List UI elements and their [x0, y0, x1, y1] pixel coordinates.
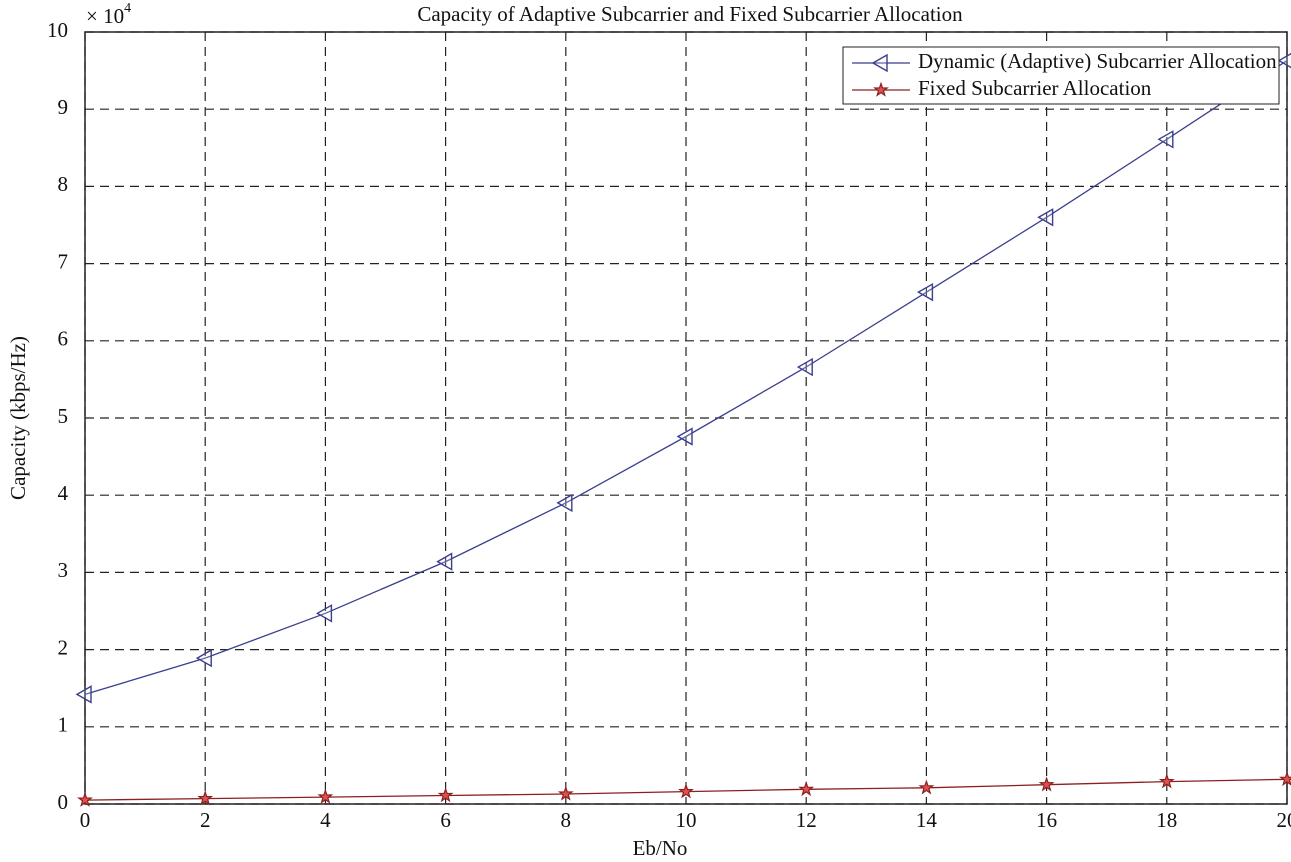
legend-label: Dynamic (Adaptive) Subcarrier Allocation	[918, 49, 1277, 73]
marker	[437, 787, 454, 803]
y-tick-label: 2	[58, 635, 69, 659]
y-scale-base: × 10	[86, 4, 124, 28]
marker	[1158, 773, 1175, 789]
y-tick-label: 5	[58, 404, 69, 428]
marker	[871, 53, 888, 73]
plot-frame	[84, 31, 1288, 805]
marker	[916, 282, 934, 302]
y-tick-label: 6	[58, 327, 69, 351]
series-line	[84, 60, 1288, 696]
x-axis-label: Eb/No	[633, 836, 688, 860]
marker	[798, 780, 815, 797]
y-axis-label: Capacity (kbps/Hz)	[6, 336, 30, 500]
y-tick-label: 10	[47, 18, 68, 42]
marker	[918, 779, 935, 795]
grid	[84, 31, 1288, 805]
marker	[1038, 776, 1055, 792]
x-tick-label: 8	[561, 808, 572, 832]
marker	[77, 791, 93, 807]
y-tick-label: 9	[58, 95, 69, 119]
y-scale-label: × 104	[86, 1, 131, 28]
x-tick-label: 16	[1036, 808, 1057, 832]
marker	[676, 427, 693, 446]
plot-area	[75, 52, 1291, 807]
chart-title: Capacity of Adaptive Subcarrier and Fixe…	[417, 2, 963, 26]
legend-label: Fixed Subcarrier Allocation	[918, 76, 1152, 100]
marker	[1037, 208, 1054, 227]
y-tick-label: 3	[58, 558, 69, 582]
y-tick-label: 1	[58, 713, 69, 737]
marker	[557, 785, 574, 801]
x-tick-label: 2	[200, 808, 211, 832]
y-tick-label: 4	[58, 481, 69, 505]
y-tick-label: 0	[58, 790, 69, 814]
x-tick-label: 20	[1277, 808, 1291, 832]
x-tick-label: 14	[916, 808, 938, 832]
x-tick-label: 18	[1156, 808, 1177, 832]
y-scale-exponent: 4	[124, 1, 131, 16]
marker	[315, 604, 333, 623]
x-tick-label: 12	[796, 808, 817, 832]
marker	[195, 648, 212, 668]
marker	[556, 493, 573, 513]
marker	[317, 788, 334, 804]
x-tick-label: 4	[320, 808, 331, 832]
y-tick-label: 8	[58, 172, 69, 196]
x-tick-label: 6	[440, 808, 451, 832]
marker	[1279, 770, 1291, 787]
marker	[1277, 52, 1291, 69]
marker	[75, 685, 92, 704]
marker	[197, 790, 214, 806]
legend-box	[842, 46, 1280, 105]
y-tick-label: 7	[58, 249, 69, 273]
x-tick-label: 10	[676, 808, 697, 832]
marker	[436, 552, 453, 571]
x-tick-label: 0	[80, 808, 91, 832]
marker	[678, 783, 694, 799]
marker	[796, 357, 813, 377]
marker	[1157, 130, 1174, 149]
marker	[873, 81, 889, 97]
